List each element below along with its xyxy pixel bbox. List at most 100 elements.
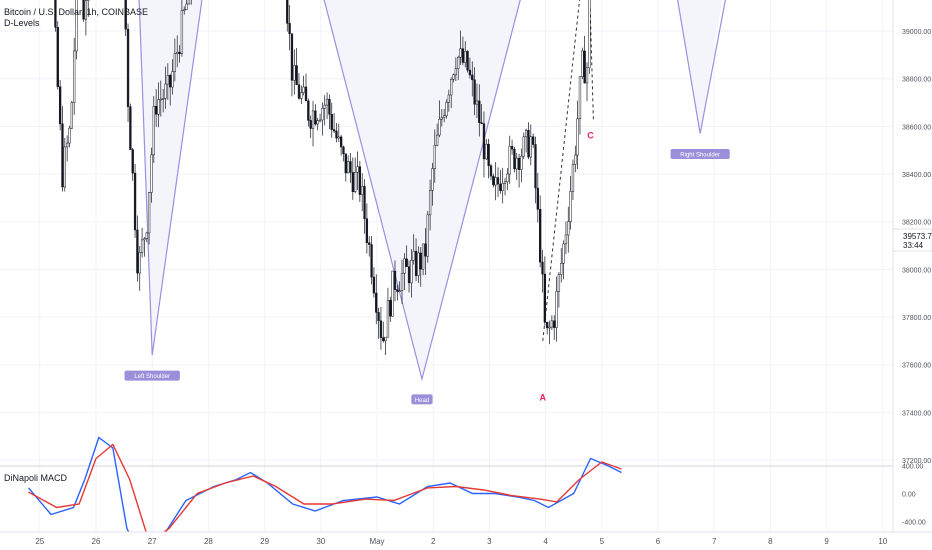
price-axis[interactable]: 37200.00 37400.00 37600.00 37800.00 38000.00… [892, 0, 932, 532]
candle-body [173, 53, 177, 72]
candle-body [375, 292, 378, 313]
candle-body [541, 261, 544, 275]
candle-body [410, 259, 413, 284]
candle-body [466, 51, 469, 71]
candle-body [478, 100, 481, 123]
candle-body [560, 263, 563, 275]
candle-body [588, 0, 591, 69]
candle-body [145, 232, 148, 239]
time-tick-label: 29 [260, 537, 269, 546]
candle-body [56, 27, 59, 87]
price-tick-label: 37600.00 [902, 363, 931, 370]
pattern-shade [677, 0, 723, 134]
candle-body [159, 98, 162, 101]
candle-body [358, 166, 362, 195]
pattern-label-text: Left Shoulder [134, 374, 170, 380]
candle-body [133, 172, 137, 231]
candle-body [370, 244, 373, 278]
candle-body [433, 145, 436, 169]
candle-body [187, 0, 191, 5]
candle-body [73, 50, 76, 103]
candle-body [304, 86, 308, 102]
candle-body [286, 0, 289, 24]
candle-body [377, 312, 380, 322]
candle-body [84, 0, 88, 20]
candle-body [379, 320, 383, 338]
candle-body [347, 161, 350, 174]
candle-body [517, 157, 521, 170]
candle-body [58, 86, 62, 125]
candle-body [126, 28, 130, 108]
candle-body [548, 326, 551, 329]
candle-body [550, 320, 554, 328]
candle-body [138, 252, 141, 274]
candle-body [482, 123, 486, 160]
candle-body [443, 115, 446, 118]
candle-body [431, 168, 434, 191]
candle-body [354, 171, 357, 193]
candle-body [87, 0, 90, 1]
candle-body [450, 79, 453, 96]
time-tick-label: 3 [487, 537, 492, 546]
candle-body [297, 84, 301, 99]
candle-body [361, 186, 364, 195]
candle-body [290, 33, 294, 81]
macd-tick-label: 400.00 [902, 464, 924, 471]
candle-body [293, 65, 296, 81]
candle-body [527, 129, 530, 158]
candle-body [471, 74, 474, 81]
price-tick-label: 38200.00 [902, 220, 931, 227]
candle-body [389, 299, 392, 317]
candle-body [513, 148, 516, 170]
candle-body [398, 290, 401, 293]
candle-body [351, 172, 354, 193]
candle-body [576, 118, 579, 156]
candle-body [311, 110, 315, 129]
candle-body [510, 146, 514, 150]
candle-body [569, 191, 572, 222]
candle-body [75, 0, 78, 52]
candle-body [309, 120, 312, 129]
candle-body [475, 100, 479, 105]
candle-body [176, 51, 179, 54]
time-tick-label: May [369, 537, 384, 546]
candle-body [583, 50, 586, 84]
candle-body [400, 273, 404, 292]
macd-signal-line [28, 443, 622, 544]
candle-body [438, 119, 441, 136]
candle-body [307, 100, 310, 121]
candle-body [66, 142, 69, 148]
candle-body [162, 98, 165, 100]
candle-body [68, 127, 71, 144]
candle-body [506, 173, 509, 183]
time-tick-label: 4 [543, 537, 548, 546]
candle-body [543, 273, 547, 323]
candle-body [426, 214, 429, 257]
candle-body [70, 102, 73, 129]
candle-body [136, 229, 139, 274]
candle-body [185, 3, 188, 10]
price-tick-label: 37400.00 [902, 410, 931, 417]
candle-body [171, 71, 174, 88]
candle-body [515, 157, 518, 170]
candle-body [143, 238, 146, 241]
candle-body [454, 68, 458, 76]
macd-tick-label: 0.00 [902, 492, 916, 499]
candle-body [459, 48, 462, 58]
candle-body [536, 187, 539, 210]
time-axis[interactable]: 25 26 27 28 29 30 May 2 3 4 5 6 7 8 9 10 [0, 531, 932, 550]
candle-body [61, 123, 64, 188]
candle-body [520, 155, 523, 170]
price-tick-label: 38000.00 [902, 267, 931, 274]
candle-body [391, 270, 394, 317]
candle-body [440, 117, 443, 120]
candle-body [386, 299, 390, 338]
price-axis-bg [893, 0, 932, 532]
chart-title: Bitcoin / U.S. Dollar, 1h, COINBASE [4, 7, 149, 17]
candle-body [325, 98, 329, 106]
pattern-label-box [411, 394, 433, 405]
candle-body [180, 10, 184, 54]
candlestick-series [54, 0, 591, 356]
